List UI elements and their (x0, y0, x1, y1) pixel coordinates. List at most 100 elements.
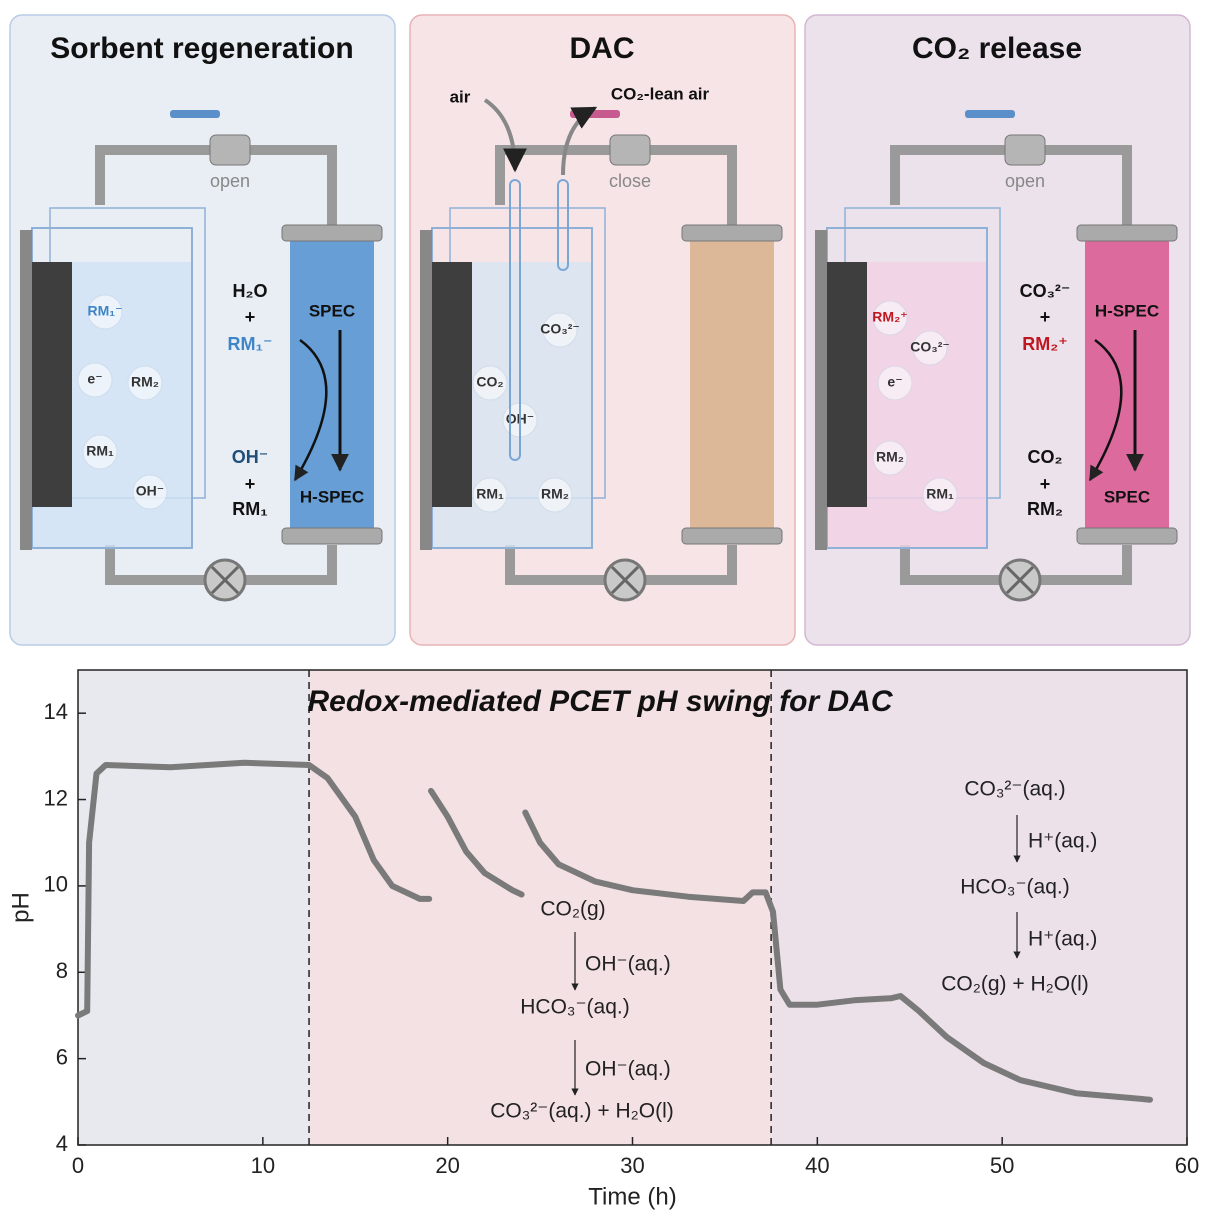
valve-handle (965, 110, 1015, 118)
x-tick-label: 20 (435, 1153, 459, 1178)
annotation: H⁺(aq.) (1028, 928, 1097, 951)
annotation: CO₂(g) + H₂O(l) (941, 973, 1089, 996)
valve-handle (170, 110, 220, 118)
panel-title: DAC (570, 32, 635, 65)
reaction-label: RM₁ (232, 499, 267, 519)
annotation: CO₃²⁻(aq.) (964, 778, 1065, 801)
column-cap (1076, 224, 1178, 242)
phase-region (309, 670, 772, 1145)
bubble (87, 294, 123, 330)
bubble (542, 312, 578, 348)
valve-handle (570, 110, 620, 118)
column-label: SPEC (1104, 487, 1150, 506)
bubble (872, 440, 908, 476)
x-tick-label: 10 (251, 1153, 275, 1178)
bubble-label: RM₂⁺ (872, 309, 907, 325)
chart-title: Redox-mediated PCET pH swing for DAC (307, 685, 893, 718)
chart: 4 6 8 10 12 14 0 10 20 30 40 50 60 Time (h) pH Redox-me… (7, 669, 1199, 1210)
tube (557, 179, 569, 271)
valve-state: open (1005, 171, 1045, 191)
column-label: H-SPEC (300, 487, 364, 506)
annotation: HCO₃⁻(aq.) (520, 996, 629, 1019)
bubble-label: RM₁⁻ (88, 303, 123, 319)
ph-line (75, 759, 1153, 1103)
reaction-label: OH⁻ (232, 447, 269, 467)
column (1085, 235, 1169, 535)
bubble (537, 477, 573, 513)
bubble-label: OH⁻ (136, 483, 164, 499)
x-axis-label: Time (h) (588, 1183, 676, 1210)
valve-state: close (609, 171, 651, 191)
y-tick-label: 10 (44, 872, 68, 897)
annotation: CO₃²⁻(aq.) + H₂O(l) (490, 1100, 674, 1123)
reaction-label: + (1040, 474, 1051, 494)
y-tick-label: 14 (44, 699, 68, 724)
x-tick-label: 50 (990, 1153, 1014, 1178)
bubble-label: CO₂ (476, 374, 503, 390)
annotation: CO₂(g) (540, 898, 605, 921)
phase-region (78, 670, 310, 1145)
annotation: OH⁻(aq.) (585, 1058, 671, 1081)
reaction-label: + (245, 307, 256, 327)
bubble-label: RM₂ (876, 449, 904, 465)
valve (609, 134, 651, 166)
bubble-label: CO₃²⁻ (910, 339, 950, 355)
y-axis-label: pH (7, 892, 34, 923)
reaction-label: + (245, 474, 256, 494)
bubble-label: e⁻ (887, 374, 902, 390)
y-tick-label: 4 (56, 1131, 68, 1156)
electrode (827, 262, 867, 507)
y-tick-label: 12 (44, 785, 68, 810)
x-tick-label: 60 (1175, 1153, 1199, 1178)
column-cap (1076, 527, 1178, 545)
phase-region (771, 670, 1187, 1145)
x-tick-label: 30 (620, 1153, 644, 1178)
reaction-label: RM₂ (1027, 499, 1063, 519)
bubble (472, 477, 508, 513)
pump-cross (610, 565, 640, 595)
bubble (872, 300, 908, 336)
bubble (877, 365, 913, 401)
bubble-label: RM₂ (131, 374, 159, 390)
air-arrow (561, 106, 598, 176)
reaction-label: + (1040, 307, 1051, 327)
outlet-label: CO₂-lean air (611, 84, 710, 103)
reaction-label: CO₂ (1028, 447, 1063, 467)
reaction-label: H₂O (233, 281, 268, 301)
electrode-plate (420, 230, 432, 550)
air-arrow (483, 98, 527, 173)
bubble-label: RM₁ (926, 486, 954, 502)
flow-arrow (293, 338, 328, 482)
bubble (127, 365, 163, 401)
bubble (82, 434, 118, 470)
bubble-label: RM₁ (86, 443, 114, 459)
column-cap (681, 224, 783, 242)
column (290, 235, 374, 535)
inlet-label: air (450, 87, 471, 106)
pump-cross (1005, 565, 1035, 595)
column-cap (281, 224, 383, 242)
bubble-label: RM₁ (476, 486, 504, 502)
panel-title: CO₂ release (912, 32, 1082, 65)
y-tick-label: 6 (56, 1044, 68, 1069)
schematic: Sorbent regeneration open RM₁⁻ e⁻ RM₂ RM₁ OH⁻ H… (9, 14, 1191, 646)
electrode-plate (20, 230, 32, 550)
tube (509, 179, 521, 461)
x-tick-label: 0 (72, 1153, 84, 1178)
bubble-label: RM₂ (541, 486, 569, 502)
valve (1004, 134, 1046, 166)
annotation: H⁺(aq.) (1028, 830, 1097, 853)
column-label: SPEC (309, 301, 355, 320)
bubble-label: e⁻ (87, 371, 102, 387)
valve (209, 134, 251, 166)
panel-title: Sorbent regeneration (50, 32, 353, 65)
column-cap (281, 527, 383, 545)
x-tick-label: 40 (805, 1153, 829, 1178)
column (690, 235, 774, 535)
reaction-label: CO₃²⁻ (1020, 281, 1071, 301)
reaction-label: RM₁⁻ (228, 334, 273, 354)
bubble (472, 365, 508, 401)
bubble-label: CO₃²⁻ (540, 321, 580, 337)
column-label: H-SPEC (1095, 301, 1159, 320)
